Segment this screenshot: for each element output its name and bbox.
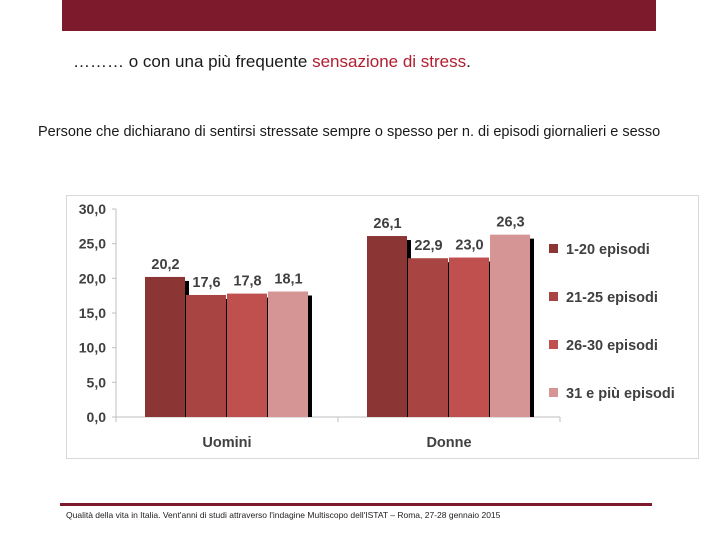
legend-swatch: [549, 340, 558, 349]
legend-label: 31 e più episodi: [566, 386, 675, 402]
bar-uomini-3: [227, 293, 267, 417]
x-category-label: Donne: [426, 435, 471, 451]
x-category-label: Uomini: [202, 435, 251, 451]
data-label: 18,1: [274, 272, 302, 288]
header-band: [62, 0, 656, 31]
chart-subtitle: Persone che dichiarano di sentirsi stres…: [38, 124, 661, 140]
bar-shadow: [530, 238, 534, 417]
data-label: 17,8: [233, 274, 261, 290]
y-tick-label: 10,0: [79, 340, 106, 356]
title-suffix: .: [466, 52, 471, 71]
legend-label: 21-25 episodi: [566, 290, 658, 306]
bar-uomini-1: [145, 276, 185, 417]
bar-uomini-2: [186, 294, 226, 417]
data-label: 26,1: [373, 216, 401, 232]
y-tick-label: 20,0: [79, 270, 106, 286]
data-label: 17,6: [192, 275, 220, 291]
data-label: 20,2: [151, 257, 179, 273]
chart-frame: [66, 195, 699, 459]
y-tick-label: 30,0: [79, 201, 106, 217]
y-tick-label: 15,0: [79, 305, 106, 321]
slide-title: ……… o con una più frequente sensazione d…: [73, 52, 471, 72]
footer-text: Qualità della vita in Italia. Vent'anni …: [66, 510, 501, 520]
legend-swatch: [549, 244, 558, 253]
data-label: 23,0: [455, 238, 483, 254]
legend-label: 26-30 episodi: [566, 338, 658, 354]
y-tick-label: 5,0: [87, 374, 107, 390]
bar-donne-3: [449, 257, 489, 417]
legend-swatch: [549, 292, 558, 301]
y-tick-label: 25,0: [79, 236, 106, 252]
bar-uomini-4: [268, 291, 308, 417]
bar-donne-4: [490, 234, 530, 417]
bar-donne-2: [408, 258, 448, 417]
title-accent: sensazione di stress: [312, 52, 467, 71]
legend-label: 1-20 episodi: [566, 242, 650, 258]
bar-donne-1: [367, 236, 407, 417]
data-label: 22,9: [414, 238, 442, 254]
data-label: 26,3: [496, 215, 524, 231]
legend-swatch: [549, 388, 558, 397]
footer-divider: [60, 503, 652, 506]
bar-shadow: [308, 295, 312, 417]
y-tick-label: 0,0: [87, 409, 107, 425]
title-text: ……… o con una più frequente: [73, 52, 313, 71]
